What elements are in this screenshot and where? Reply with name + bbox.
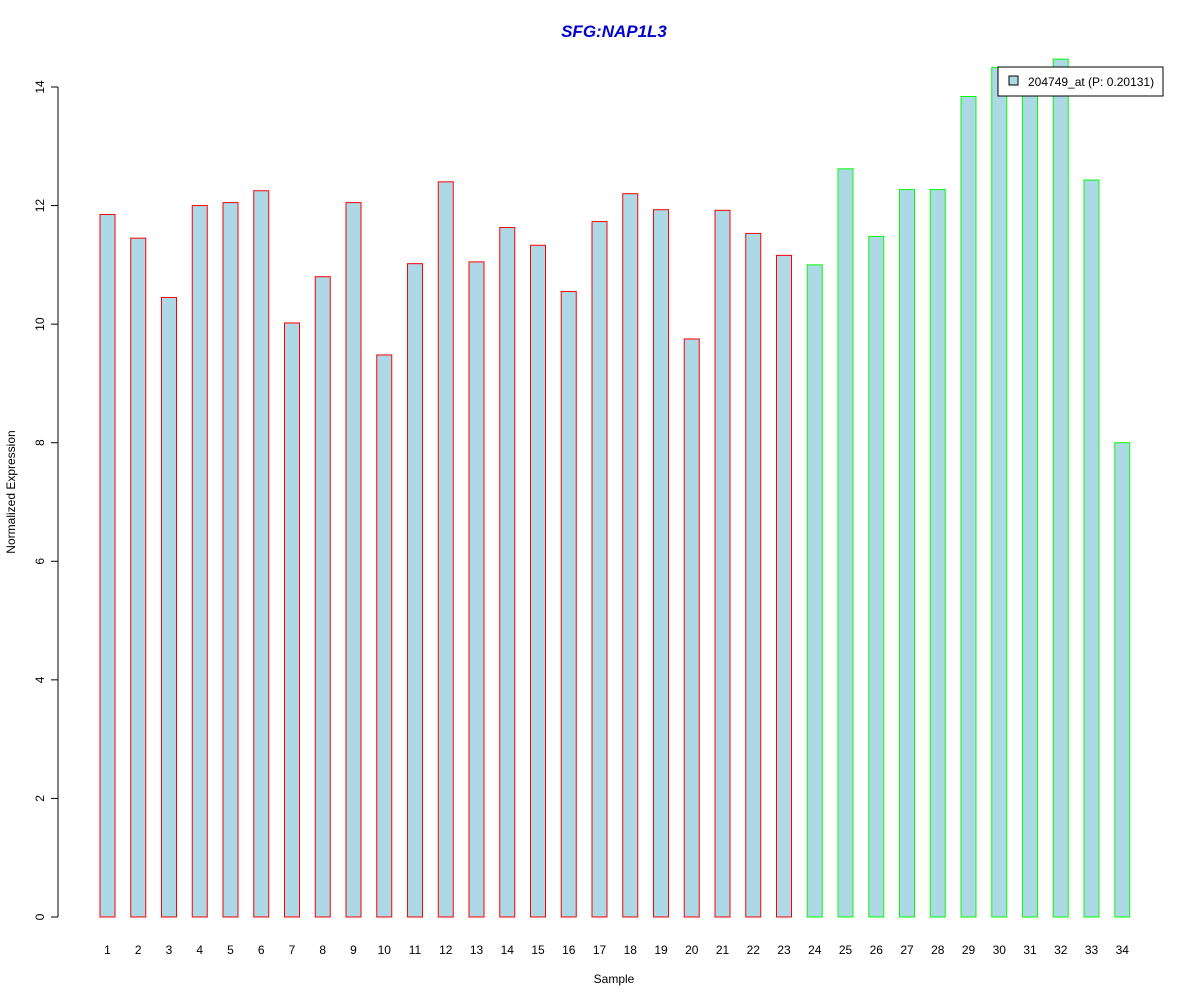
x-tick-label: 26 — [870, 943, 884, 957]
y-tick-label: 10 — [33, 317, 47, 331]
x-tick-label: 23 — [777, 943, 791, 957]
x-tick-label: 7 — [289, 943, 296, 957]
bar — [499, 227, 516, 918]
x-tick-label: 14 — [501, 943, 515, 957]
bar — [560, 291, 577, 918]
bar — [314, 276, 331, 918]
bar — [622, 193, 639, 918]
x-tick-label: 18 — [624, 943, 638, 957]
bar — [407, 263, 423, 918]
bar — [653, 209, 669, 918]
y-tick-label: 4 — [33, 676, 47, 683]
bar — [1022, 89, 1038, 918]
legend-box — [997, 66, 1164, 97]
x-tick-label: 13 — [470, 943, 484, 957]
x-tick-label: 15 — [531, 943, 545, 957]
x-tick-label: 28 — [931, 943, 945, 957]
x-tick-label: 21 — [716, 943, 730, 957]
bars-group — [99, 58, 1131, 918]
x-tick-label: 20 — [685, 943, 699, 957]
bar — [683, 338, 700, 918]
x-tick-label: 6 — [258, 943, 265, 957]
y-axis-title: Normalized Expression — [4, 430, 18, 553]
bar — [284, 322, 300, 918]
bar — [745, 232, 762, 918]
bar — [1114, 442, 1131, 918]
bar — [437, 181, 454, 918]
bar — [899, 189, 915, 918]
chart-title: SFG:NAP1L3 — [561, 22, 667, 41]
bar — [130, 237, 147, 918]
x-tick-label: 16 — [562, 943, 576, 957]
bar — [837, 168, 854, 918]
bar — [1083, 179, 1100, 918]
x-tick-label: 1 — [104, 943, 111, 957]
x-tick-label: 12 — [439, 943, 453, 957]
x-tick-label: 19 — [654, 943, 668, 957]
bar — [253, 190, 270, 918]
bar — [191, 205, 208, 918]
x-tick-label: 9 — [350, 943, 357, 957]
x-tick-label: 17 — [593, 943, 607, 957]
bar — [161, 296, 177, 918]
y-tick-label: 0 — [33, 913, 47, 920]
x-axis-title: Sample — [594, 972, 635, 986]
bar — [776, 254, 792, 918]
y-tick-label: 2 — [33, 795, 47, 802]
x-tick-label: 27 — [900, 943, 914, 957]
bar — [960, 95, 977, 918]
x-tick-label: 33 — [1085, 943, 1099, 957]
x-tick-label: 30 — [993, 943, 1007, 957]
bar — [530, 244, 546, 918]
y-axis: 0 2 4 6 8 10 12 14 — [33, 80, 59, 920]
legend-swatch — [1008, 75, 1019, 86]
x-tick-label: 4 — [196, 943, 203, 957]
bar — [929, 189, 946, 918]
x-tick-label: 10 — [378, 943, 392, 957]
x-tick-label: 32 — [1054, 943, 1068, 957]
x-tick-label: 25 — [839, 943, 853, 957]
x-tick-label: 5 — [227, 943, 234, 957]
bar — [714, 209, 731, 918]
y-tick-label: 12 — [33, 199, 47, 213]
x-axis: 1 2 3 4 5 6 7 8 9 10 11 12 13 14 15 16 17 18 19 20 21 22 23 24 2… — [104, 943, 1129, 957]
x-tick-label: 34 — [1116, 943, 1130, 957]
bar — [468, 261, 485, 918]
x-tick-label: 8 — [319, 943, 326, 957]
bar — [376, 354, 393, 918]
x-tick-label: 29 — [962, 943, 976, 957]
x-tick-label: 24 — [808, 943, 822, 957]
bar — [868, 235, 885, 918]
bar — [591, 221, 608, 918]
y-tick-label: 14 — [33, 80, 47, 94]
bar — [99, 213, 116, 918]
bar — [345, 202, 362, 918]
legend-label: 204749_at (P: 0.20131) — [1028, 75, 1154, 89]
bar — [222, 202, 239, 918]
x-tick-label: 11 — [409, 943, 422, 957]
x-tick-label: 2 — [135, 943, 142, 957]
bar — [806, 264, 823, 918]
bar — [991, 66, 1008, 918]
y-tick-label: 6 — [33, 558, 47, 565]
bar — [1052, 58, 1069, 918]
x-tick-label: 22 — [747, 943, 761, 957]
y-tick-label: 8 — [33, 439, 47, 446]
x-tick-label: 31 — [1023, 943, 1037, 957]
x-tick-label: 3 — [166, 943, 173, 957]
legend: 204749_at (P: 0.20131) — [997, 66, 1164, 97]
